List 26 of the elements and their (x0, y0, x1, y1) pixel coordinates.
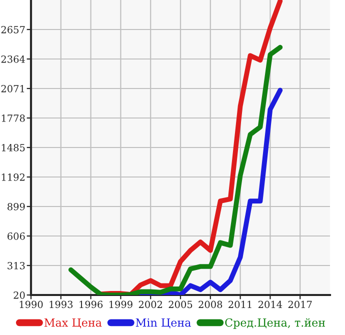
y-tick-label: 2071 (1, 84, 24, 92)
x-tick-label: 1999 (110, 300, 132, 308)
y-tick-label: 20 (14, 291, 25, 299)
x-tick-label: 1996 (80, 300, 103, 308)
legend-label: Max Цена (44, 318, 102, 328)
y-tick-label: 2364 (1, 55, 25, 63)
x-tick-label: 2008 (198, 300, 222, 308)
y-tick-label: 313 (8, 262, 25, 270)
line-series (138, 88, 283, 295)
x-tick-label: 1993 (50, 300, 73, 308)
y-tick-label: 1192 (2, 173, 24, 181)
legend-label: Min Цена (136, 318, 191, 328)
y-tick-label: 1778 (2, 114, 25, 122)
y-tick-label: 606 (8, 232, 25, 240)
x-tick-label: 2011 (228, 300, 252, 308)
line-series (98, 0, 283, 295)
x-tick-label: 2005 (168, 300, 192, 308)
y-tick-label: 2657 (1, 26, 25, 34)
line-series (68, 44, 283, 295)
x-tick-label: 2014 (258, 300, 282, 308)
x-tick-label: 2002 (138, 300, 162, 308)
y-tick-label: 899 (8, 202, 25, 210)
legend-label: Сред.Цена, т.йен (225, 318, 325, 329)
y-tick-label: 1485 (2, 144, 25, 152)
x-tick-label: 2017 (288, 300, 312, 308)
x-tick-label: 1990 (20, 300, 43, 308)
